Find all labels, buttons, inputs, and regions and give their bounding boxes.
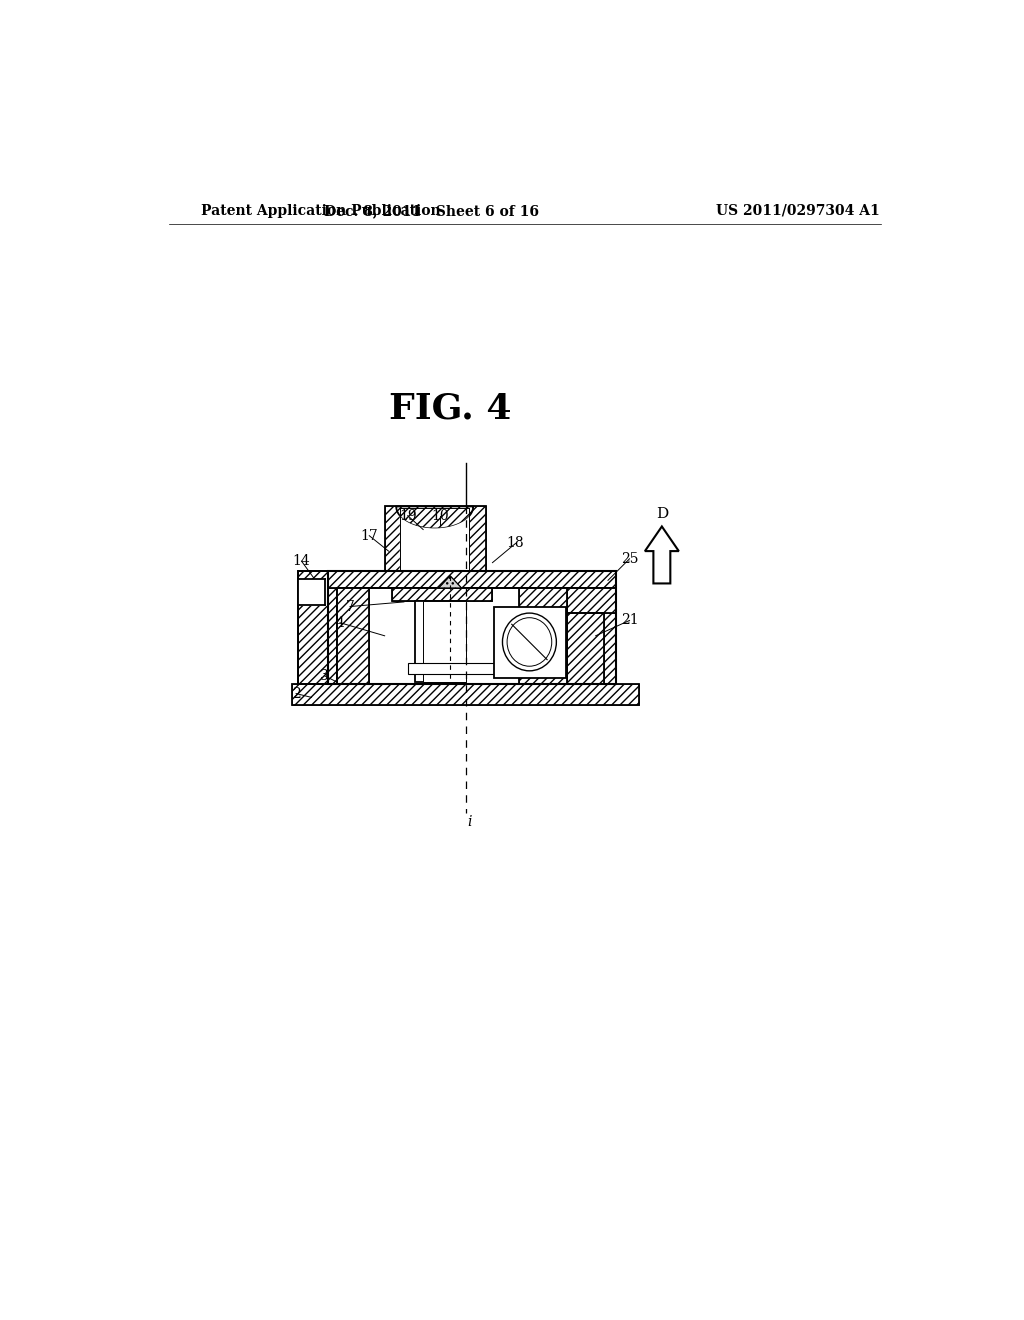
Polygon shape (400, 508, 469, 570)
Text: 18: 18 (507, 536, 524, 550)
Polygon shape (396, 507, 473, 528)
Text: 25: 25 (621, 552, 638, 566)
Polygon shape (298, 578, 328, 605)
Ellipse shape (507, 618, 552, 667)
Polygon shape (519, 589, 567, 684)
Text: 7: 7 (345, 599, 354, 614)
Polygon shape (416, 601, 466, 682)
Text: 4: 4 (336, 615, 344, 630)
Polygon shape (645, 527, 679, 583)
Text: 21: 21 (621, 614, 638, 627)
Polygon shape (292, 684, 639, 705)
Text: 2: 2 (292, 686, 300, 701)
Text: Patent Application Publication: Patent Application Publication (201, 203, 440, 218)
Text: 19: 19 (399, 508, 417, 523)
Polygon shape (328, 572, 615, 684)
Text: FIG. 4: FIG. 4 (389, 392, 511, 425)
Ellipse shape (503, 612, 556, 671)
Polygon shape (298, 572, 328, 684)
Polygon shape (392, 589, 493, 601)
Text: US 2011/0297304 A1: US 2011/0297304 A1 (716, 203, 880, 218)
Polygon shape (438, 576, 462, 589)
Polygon shape (328, 572, 615, 589)
Text: i: i (467, 816, 472, 829)
Polygon shape (423, 601, 466, 682)
Polygon shape (408, 663, 500, 675)
Text: 10: 10 (431, 508, 449, 523)
Text: 17: 17 (360, 529, 378, 543)
Text: 3: 3 (321, 669, 329, 682)
Text: 14: 14 (293, 554, 310, 568)
Text: Dec. 8, 2011   Sheet 6 of 16: Dec. 8, 2011 Sheet 6 of 16 (325, 203, 539, 218)
Polygon shape (567, 589, 615, 612)
Polygon shape (494, 607, 565, 678)
Polygon shape (567, 612, 604, 684)
Text: D: D (655, 507, 668, 521)
Polygon shape (337, 589, 370, 684)
Polygon shape (385, 507, 486, 572)
Polygon shape (337, 589, 567, 684)
